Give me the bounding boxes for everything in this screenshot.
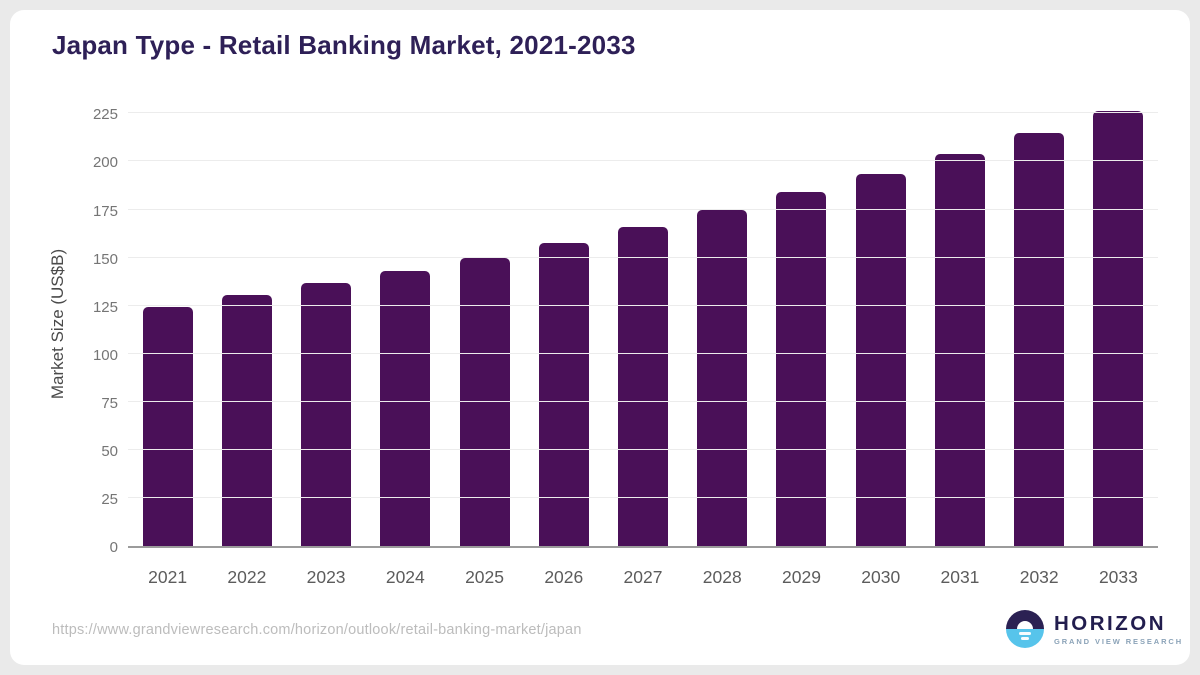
- bar-series: [128, 100, 1158, 546]
- bar-slot: [445, 100, 524, 546]
- gridline: [128, 448, 1158, 450]
- bar-slot: [524, 100, 603, 546]
- x-tick-label: 2032: [1019, 567, 1059, 587]
- x-tick-label: 2031: [940, 567, 980, 587]
- bar-2033: [1093, 111, 1144, 546]
- y-tick-label: 225: [92, 106, 118, 124]
- horizon-logo-icon: [1006, 610, 1044, 648]
- y-tick-label: 175: [92, 202, 118, 220]
- x-tick-label: 2033: [1098, 567, 1138, 587]
- bar-2024: [380, 271, 431, 546]
- x-axis-labels: 2021 2022 2023 2024 2025 2026 2027 2028 2029 2030…: [128, 562, 1158, 592]
- bar-slot: [286, 100, 365, 546]
- bar-2028: [697, 210, 748, 546]
- logo-subtitle: GRAND VIEW RESEARCH: [1054, 636, 1184, 646]
- bar-2025: [459, 257, 510, 546]
- bar-slot: [128, 100, 207, 546]
- gridline: [128, 160, 1158, 162]
- gridline: [128, 112, 1158, 114]
- y-tick-label: 200: [92, 154, 118, 172]
- bar-slot: [1079, 100, 1158, 546]
- x-tick-label: 2027: [623, 567, 663, 587]
- sun-reflection-line: [1021, 637, 1029, 640]
- y-tick-label: 25: [101, 490, 118, 508]
- bar-2022: [221, 295, 272, 546]
- bar-slot: [603, 100, 682, 546]
- logo-text: HORIZON GRAND VIEW RESEARCH: [1054, 611, 1184, 646]
- y-axis-label: Market Size (US$B): [46, 100, 70, 548]
- logo-name: HORIZON: [1054, 611, 1167, 635]
- chart-card: Japan Type - Retail Banking Market, 2021…: [10, 10, 1190, 665]
- bar-slot: [683, 100, 762, 546]
- gridline: [128, 208, 1158, 210]
- gridline: [128, 496, 1158, 498]
- y-tick-label: 100: [92, 346, 118, 364]
- gridline: [128, 400, 1158, 402]
- bar-2023: [301, 283, 352, 546]
- x-tick-label: 2024: [385, 567, 425, 587]
- bar-slot: [366, 100, 445, 546]
- y-tick-label: 0: [109, 539, 118, 556]
- gridline: [128, 352, 1158, 354]
- x-tick-label: 2026: [544, 567, 584, 587]
- x-tick-label: 2022: [227, 567, 267, 587]
- y-tick-label: 75: [101, 394, 118, 412]
- y-axis-ticks: 0 25 50 75 100 125 150 175 200 225: [70, 100, 118, 556]
- bar-2031: [934, 154, 985, 546]
- x-tick-label: 2030: [861, 567, 901, 587]
- x-tick-label: 2029: [782, 567, 821, 587]
- bar-2021: [142, 306, 193, 546]
- bar-slot: [1000, 100, 1079, 546]
- brand-logo: HORIZON GRAND VIEW RESEARCH: [1006, 610, 1183, 648]
- bar-slot: [841, 100, 920, 546]
- source-url: https://www.grandviewresearch.com/horizo…: [52, 622, 582, 638]
- bar-slot: [762, 100, 841, 546]
- bar-2027: [618, 226, 669, 546]
- x-tick-label: 2023: [306, 567, 346, 587]
- x-tick-label: 2028: [702, 567, 742, 587]
- y-axis-label-text: Market Size (US$B): [48, 248, 68, 400]
- gridline: [128, 256, 1158, 258]
- y-tick-label: 50: [101, 442, 118, 460]
- bar-slot: [920, 100, 999, 546]
- y-tick-label: 150: [92, 250, 118, 268]
- y-tick-label: 125: [92, 298, 118, 316]
- bar-slot: [207, 100, 286, 546]
- sun-icon: [1017, 621, 1033, 629]
- x-tick-label: 2025: [465, 567, 505, 587]
- x-tick-label: 2021: [148, 567, 188, 587]
- gridline: [128, 304, 1158, 306]
- plot-area: [128, 100, 1158, 548]
- bar-2026: [538, 242, 589, 546]
- bar-2032: [1014, 133, 1065, 546]
- chart-title: Japan Type - Retail Banking Market, 2021…: [52, 30, 636, 60]
- bar-2030: [855, 174, 906, 546]
- bar-2029: [776, 192, 827, 546]
- sun-reflection-line: [1019, 632, 1031, 635]
